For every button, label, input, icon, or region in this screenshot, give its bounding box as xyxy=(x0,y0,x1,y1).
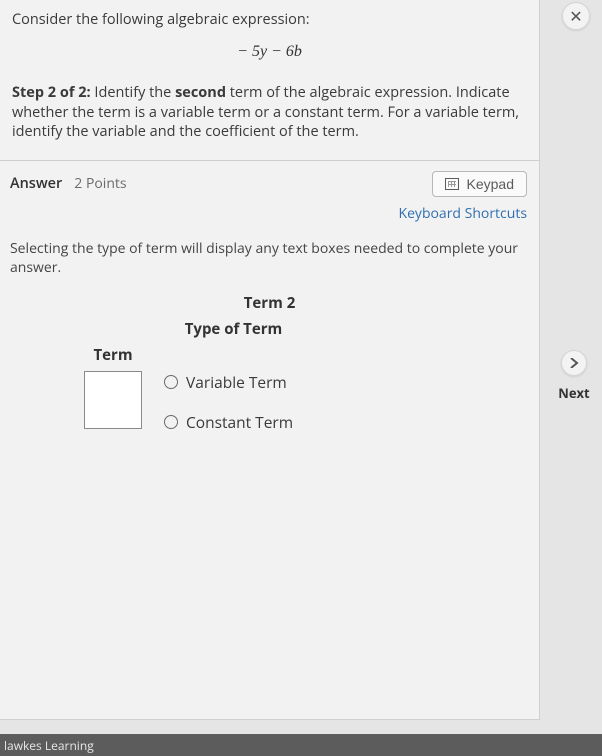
step-text: Step 2 of 2: Identify the second term of… xyxy=(12,83,527,142)
radio-icon xyxy=(164,375,178,389)
variable-term-label: Variable Term xyxy=(186,371,287,393)
selection-hint: Selecting the type of term will display … xyxy=(0,223,539,287)
term-title: Term 2 xyxy=(0,293,539,313)
type-of-term-title: Type of Term xyxy=(0,319,503,339)
chevron-right-icon xyxy=(569,358,579,368)
expression: − 5y − 6b xyxy=(12,43,527,61)
radio-icon xyxy=(164,415,178,429)
variable-term-option[interactable]: Variable Term xyxy=(164,371,293,393)
term-input[interactable] xyxy=(84,371,142,429)
keyboard-shortcuts-link[interactable]: Keyboard Shortcuts xyxy=(399,204,528,223)
keypad-button[interactable]: Keypad xyxy=(432,171,527,197)
keypad-label: Keypad xyxy=(467,176,514,192)
next-label: Next xyxy=(546,384,602,402)
points-label: 2 Points xyxy=(74,174,126,193)
step-emph: second xyxy=(175,83,226,102)
footer-bar: lawkes Learning xyxy=(0,734,602,756)
footer-brand: lawkes Learning xyxy=(4,737,94,754)
close-icon: ✕ xyxy=(569,8,582,24)
constant-term-label: Constant Term xyxy=(186,411,293,433)
constant-term-option[interactable]: Constant Term xyxy=(164,411,293,433)
step-body-1: Identify the xyxy=(91,83,175,102)
step-prefix: Step 2 of 2: xyxy=(12,83,91,102)
answer-label: Answer xyxy=(10,174,62,193)
keypad-icon xyxy=(445,178,459,190)
question-panel: Consider the following algebraic express… xyxy=(0,0,540,720)
close-button[interactable]: ✕ xyxy=(562,2,590,30)
question-intro: Consider the following algebraic express… xyxy=(12,10,527,29)
next-button[interactable] xyxy=(561,350,587,376)
term-column-label: Term xyxy=(93,345,132,365)
